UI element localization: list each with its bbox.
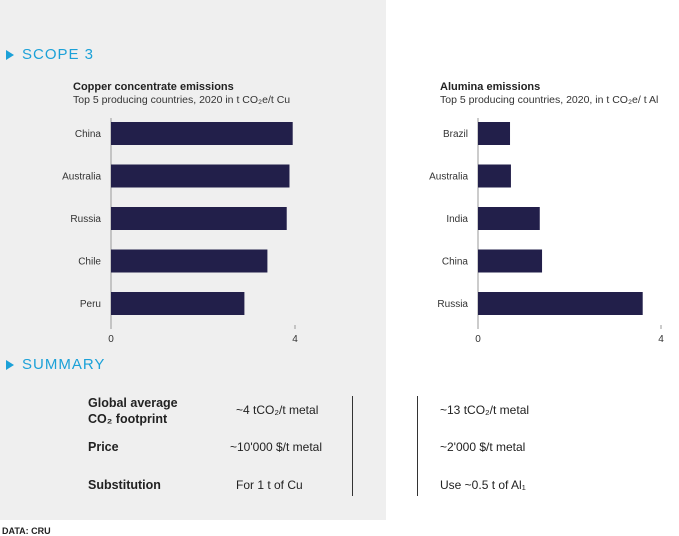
- summary-copper-price: ~10'000 $/t metal: [230, 440, 323, 454]
- alumina-tick-label: 0: [475, 334, 481, 345]
- copper-category-label: Chile: [78, 257, 101, 268]
- copper-category-label: Russia: [70, 214, 101, 225]
- copper-bar: [111, 207, 287, 230]
- triangle-bullet-icon: [6, 359, 14, 370]
- copper-chart-title: Copper concentrate emissions: [73, 81, 234, 93]
- copper-bar: [111, 122, 293, 145]
- alumina-bar: [478, 292, 643, 315]
- data-source: DATA: CRU: [2, 526, 51, 536]
- copper-tick-label: 4: [292, 334, 298, 345]
- copper-category-label: China: [75, 129, 102, 140]
- summary-row-footprint-label: Global average CO₂ footprint: [88, 395, 178, 427]
- copper-bar: [111, 249, 268, 273]
- summary-row-price-label: Price: [88, 440, 119, 454]
- alumina-chart-subtitle: Top 5 producing countries, 2020, in t CO…: [440, 94, 659, 106]
- summary-label-line: CO₂ footprint: [88, 412, 168, 426]
- copper-chart-subtitle: Top 5 producing countries, 2020 in t CO₂…: [73, 94, 291, 106]
- summary-aluminium-footprint: ~13 tCO₂/t metal: [440, 403, 530, 417]
- alumina-bar: [478, 249, 543, 273]
- alumina-bar: [478, 207, 540, 230]
- copper-category-label: Peru: [80, 299, 101, 310]
- alumina-chart-title: Alumina emissions: [440, 81, 541, 93]
- alumina-category-label: India: [446, 214, 468, 225]
- summary-copper-footprint: ~4 tCO₂/t metal: [236, 403, 319, 417]
- alumina-category-label: Russia: [437, 299, 468, 310]
- copper-bar: [111, 164, 290, 188]
- copper-bar: [111, 292, 245, 315]
- summary-divider: [352, 396, 353, 496]
- summary-label: SUMMARY: [22, 356, 106, 373]
- scope3-heading: SCOPE 3: [6, 46, 94, 63]
- copper-tick-label: 0: [108, 334, 114, 345]
- summary-aluminium-substitution: Use ~0.5 t of Al₁: [440, 478, 526, 492]
- copper-category-label: Australia: [62, 172, 101, 183]
- summary-copper-substitution: For 1 t of Cu: [236, 478, 303, 492]
- alumina-category-label: Australia: [429, 172, 468, 183]
- scope3-label: SCOPE 3: [22, 46, 95, 63]
- summary-row-substitution-label: Substitution: [88, 478, 161, 492]
- summary-heading: SUMMARY: [6, 356, 105, 373]
- summary-aluminium-price: ~2'000 $/t metal: [440, 440, 526, 454]
- triangle-bullet-icon: [6, 49, 14, 60]
- alumina-tick-label: 4: [658, 334, 664, 345]
- summary-label-line: Global average: [88, 396, 178, 410]
- alumina-bar: [478, 164, 511, 188]
- alumina-bar: [478, 122, 511, 145]
- summary-divider: [417, 396, 418, 496]
- alumina-category-label: Brazil: [443, 129, 468, 140]
- alumina-category-label: China: [442, 257, 469, 268]
